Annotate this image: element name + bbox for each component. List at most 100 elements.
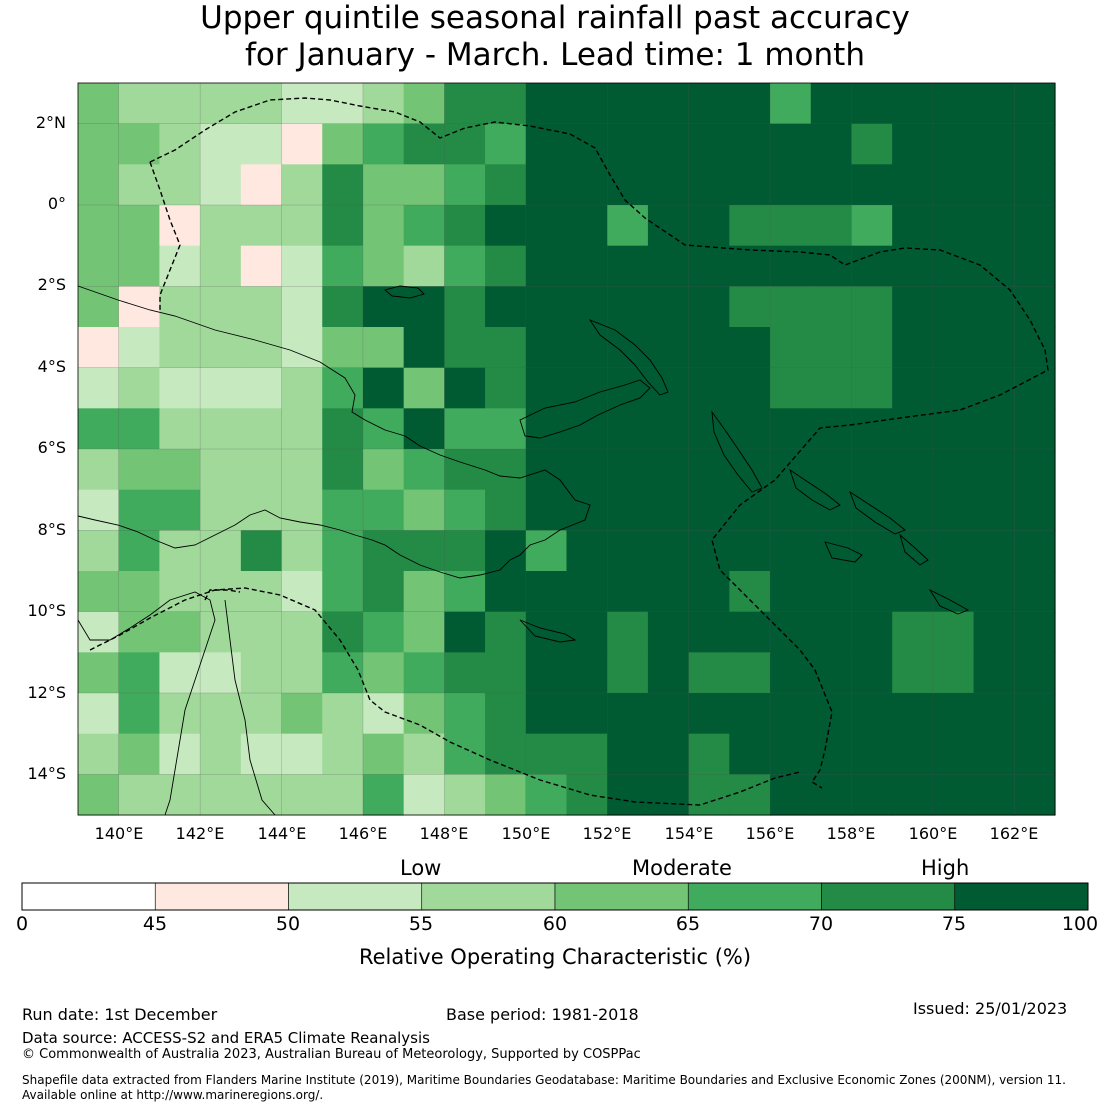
roc-grid-cell xyxy=(688,245,730,287)
roc-grid-cell xyxy=(566,408,608,450)
roc-grid-cell xyxy=(403,530,445,572)
roc-grid-cell xyxy=(607,245,649,287)
roc-grid-cell xyxy=(892,571,934,613)
roc-grid-cell xyxy=(607,774,649,816)
roc-grid-cell xyxy=(403,611,445,653)
roc-grid-cell xyxy=(362,367,405,409)
copyright-notice: © Commonwealth of Australia 2023, Austra… xyxy=(22,1047,641,1062)
roc-grid-cell xyxy=(322,123,364,165)
roc-grid-cell xyxy=(525,83,568,125)
colorbar-tick-label: 65 xyxy=(675,913,701,935)
roc-grid-cell xyxy=(118,449,161,491)
roc-grid-cell xyxy=(688,449,730,491)
roc-grid-cell xyxy=(770,205,812,247)
roc-grid-cell xyxy=(810,774,853,816)
roc-grid-cell xyxy=(78,205,120,247)
roc-grid-cell xyxy=(688,205,730,247)
roc-grid-cell xyxy=(810,327,853,369)
roc-grid-cell xyxy=(973,489,1015,531)
roc-grid-cell xyxy=(647,83,690,125)
roc-grid-cell xyxy=(485,733,527,775)
roc-grid-cell xyxy=(200,205,242,247)
lon-tick-label: 156°E xyxy=(745,824,795,843)
roc-grid-cell xyxy=(566,774,608,816)
roc-grid-cell xyxy=(485,286,527,328)
roc-grid-cell xyxy=(281,733,323,775)
roc-grid-cell xyxy=(485,205,527,247)
roc-grid-cell xyxy=(851,205,893,247)
roc-grid-cell xyxy=(525,571,568,613)
roc-grid-cell xyxy=(362,245,405,287)
roc-grid-cell xyxy=(892,449,934,491)
roc-grid-cell xyxy=(973,571,1015,613)
coastline-santa-isabel xyxy=(849,490,906,535)
roc-grid-cell xyxy=(607,327,649,369)
roc-grid-cell xyxy=(444,449,486,491)
roc-grid-cell xyxy=(159,449,201,491)
colorbar-frame xyxy=(21,882,1089,911)
roc-grid-cell xyxy=(973,286,1015,328)
roc-grid-cell xyxy=(485,449,527,491)
roc-grid-cell xyxy=(932,774,975,816)
roc-grid-cell xyxy=(973,408,1015,450)
roc-grid-cell xyxy=(159,652,201,694)
roc-grid-cell xyxy=(932,205,975,247)
roc-grid-cell xyxy=(851,408,893,450)
roc-grid-cell xyxy=(362,164,405,206)
roc-grid-cell xyxy=(322,489,364,531)
roc-grid-cell xyxy=(770,367,812,409)
roc-grid-cell xyxy=(322,449,364,491)
colorbar-segment xyxy=(954,882,1089,911)
roc-grid-cell xyxy=(444,489,486,531)
roc-grid-cell xyxy=(729,733,771,775)
roc-grid-cell xyxy=(688,123,730,165)
roc-grid-cell xyxy=(729,611,771,653)
roc-grid-cell xyxy=(240,449,283,491)
roc-grid-cell xyxy=(729,408,771,450)
roc-grid-cell xyxy=(932,367,975,409)
roc-grid-cell xyxy=(729,164,771,206)
roc-grid-cell xyxy=(688,408,730,450)
roc-grid-cell xyxy=(973,245,1015,287)
roc-grid-cell xyxy=(403,123,445,165)
roc-grid-cell xyxy=(932,327,975,369)
colorbar-tick-label: 45 xyxy=(142,913,168,935)
roc-grid-cell xyxy=(647,571,690,613)
roc-grid-cell xyxy=(200,367,242,409)
coastline-cape-york xyxy=(77,591,216,816)
roc-grid-cell xyxy=(647,245,690,287)
roc-grid-cell xyxy=(525,530,568,572)
roc-grid-cell xyxy=(118,83,161,125)
roc-grid-cell xyxy=(78,774,120,816)
roc-grid-cell xyxy=(403,164,445,206)
roc-grid-cell xyxy=(810,733,853,775)
roc-grid-cell xyxy=(1014,123,1056,165)
roc-grid-cell xyxy=(770,652,812,694)
roc-grid-cell xyxy=(200,408,242,450)
roc-grid-cell xyxy=(607,83,649,125)
colorbar-tick-label: 50 xyxy=(275,913,301,935)
roc-grid-cell xyxy=(770,408,812,450)
roc-grid-cell xyxy=(444,164,486,206)
coastline-cape-york-east xyxy=(224,599,276,816)
roc-grid-cell xyxy=(566,449,608,491)
roc-grid-cell xyxy=(851,327,893,369)
roc-grid-cell xyxy=(281,652,323,694)
colorbar-tick-label: 70 xyxy=(808,913,834,935)
roc-grid-cell xyxy=(973,530,1015,572)
lon-tick-label: 152°E xyxy=(582,824,632,843)
colorbar-segment xyxy=(821,882,956,911)
roc-grid-cell xyxy=(770,774,812,816)
roc-grid-cell xyxy=(810,571,853,613)
roc-grid-cell xyxy=(118,774,161,816)
roc-grid-cell xyxy=(1014,530,1056,572)
roc-grid-cell xyxy=(362,530,405,572)
lon-tick-label: 148°E xyxy=(419,824,469,843)
roc-grid-cell xyxy=(118,245,161,287)
roc-grid-cell xyxy=(444,774,486,816)
roc-grid-cell xyxy=(688,571,730,613)
roc-grid-cell xyxy=(322,530,364,572)
roc-grid-cell xyxy=(729,774,771,816)
roc-grid-cell xyxy=(322,571,364,613)
roc-grid-cell xyxy=(810,286,853,328)
